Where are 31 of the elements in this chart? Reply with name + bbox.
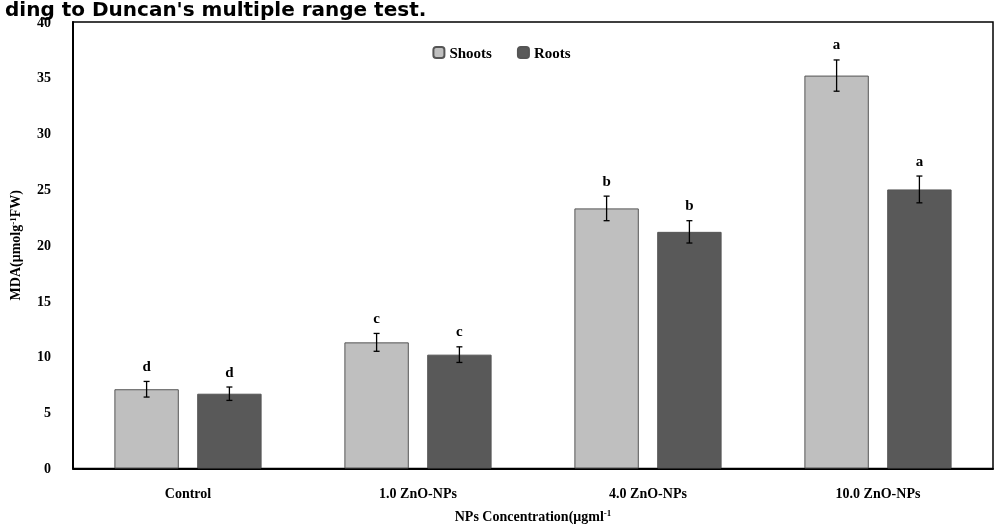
legend-label: Shoots [449, 44, 493, 61]
x-tick-label: Control [164, 486, 212, 501]
y-tick-label: 25 [37, 181, 51, 197]
y-tick-label: 5 [44, 405, 51, 421]
bar [574, 208, 639, 469]
bar [887, 189, 952, 469]
annotation: b [685, 197, 694, 214]
bar [114, 389, 179, 469]
x-tick-label: 1.0 ZnO-NPs [379, 486, 458, 501]
annotation: b [602, 172, 611, 189]
annotation: c [373, 309, 381, 326]
y-tick-label: 30 [37, 126, 51, 142]
y-tick-label: 35 [37, 70, 51, 86]
bar [427, 354, 492, 469]
bar [197, 393, 262, 469]
annotation: d [225, 363, 235, 380]
annotation: d [142, 357, 152, 374]
x-tick-label: 10.0 ZnO-NPs [835, 486, 921, 501]
legend-label: Roots [533, 44, 571, 61]
bar [657, 231, 722, 469]
y-tick-label: 10 [37, 349, 51, 365]
annotation: c [456, 323, 464, 340]
annotation: a [915, 152, 924, 169]
annotation: a [832, 36, 841, 53]
y-tick-label: 20 [37, 237, 51, 253]
bar [804, 75, 869, 469]
y-tick-label: 0 [44, 461, 51, 476]
y-axis-title: MDA(μmolg-1FW) [7, 189, 24, 301]
bar [344, 342, 409, 469]
y-tick-label: 15 [37, 293, 51, 309]
x-tick-label: 4.0 ZnO-NPs [609, 486, 688, 501]
